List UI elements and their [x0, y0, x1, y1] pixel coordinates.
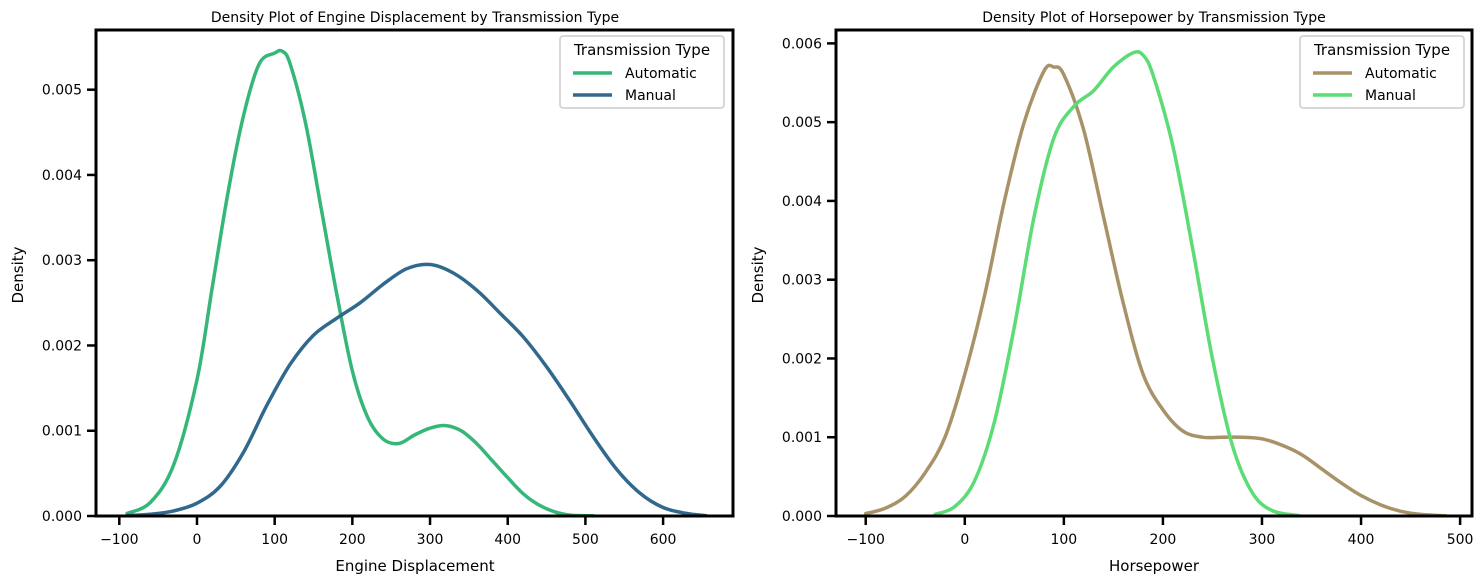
y-tick-label: 0.000 — [782, 509, 822, 525]
ticks-layer: −100 0 100 200 300 400 500 600 0.000 0.001 0.002 0.… — [42, 83, 677, 548]
x-tick-label: 400 — [1348, 532, 1375, 548]
legend: Transmission Type Automatic Manual — [1299, 35, 1465, 109]
y-tick-label: 0.001 — [42, 424, 82, 440]
chart-engine-displacement: Density Plot of Engine Displacement by T… — [9, 10, 735, 575]
legend-title: Transmission Type — [1313, 41, 1450, 59]
plot-frame — [834, 28, 1474, 518]
y-tick-label: 0.002 — [42, 338, 82, 354]
x-tick-label: −100 — [846, 532, 884, 548]
y-tick-label: 0.006 — [782, 36, 822, 52]
x-tick-label: 100 — [1050, 532, 1077, 548]
chart-horsepower: Density Plot of Horsepower by Transmissi… — [749, 10, 1474, 575]
ticks-layer: −100 0 100 200 300 400 500 0.000 0.001 0.002 0.003… — [782, 36, 1474, 548]
x-tick-label: 300 — [417, 532, 444, 548]
x-tick-label: 100 — [261, 532, 288, 548]
legend-label-automatic: Automatic — [1365, 66, 1437, 82]
chart-title: Density Plot of Horsepower by Transmissi… — [982, 10, 1326, 26]
x-tick-label: 400 — [494, 532, 521, 548]
x-tick-label: 500 — [1447, 532, 1474, 548]
y-tick-label: 0.004 — [42, 168, 82, 184]
legend: Transmission Type Automatic Manual — [559, 35, 725, 109]
legend-label-manual: Manual — [625, 88, 676, 104]
y-tick-label: 0.003 — [42, 253, 82, 269]
x-axis-label: Engine Displacement — [335, 557, 494, 575]
x-tick-label: 0 — [960, 532, 969, 548]
legend-label-manual: Manual — [1365, 88, 1416, 104]
chart-title: Density Plot of Engine Displacement by T… — [211, 10, 619, 26]
y-tick-label: 0.005 — [782, 115, 822, 131]
series-line-manual — [933, 50, 1301, 518]
y-tick-label: 0.001 — [782, 430, 822, 446]
series-line-automatic — [863, 63, 1448, 518]
x-tick-label: 200 — [339, 532, 366, 548]
plot-frame — [94, 28, 735, 518]
series-layer — [125, 48, 708, 518]
y-tick-label: 0.005 — [42, 83, 82, 99]
x-tick-label: 200 — [1150, 532, 1177, 548]
y-tick-label: 0.002 — [782, 351, 822, 367]
series-line-automatic — [125, 48, 595, 518]
y-tick-label: 0.004 — [782, 194, 822, 210]
y-tick-label: 0.000 — [42, 509, 82, 525]
x-tick-label: 600 — [650, 532, 677, 548]
x-tick-label: −100 — [100, 532, 138, 548]
x-tick-label: 500 — [572, 532, 599, 548]
y-axis-label: Density — [9, 246, 27, 303]
x-tick-label: 0 — [193, 532, 202, 548]
legend-box — [559, 35, 725, 109]
x-tick-label: 300 — [1249, 532, 1276, 548]
y-tick-label: 0.003 — [782, 273, 822, 289]
y-axis-label: Density — [749, 246, 767, 303]
series-layer — [863, 50, 1448, 518]
legend-box — [1299, 35, 1465, 109]
legend-title: Transmission Type — [573, 41, 710, 59]
series-line-manual — [125, 262, 708, 518]
x-axis-label: Horsepower — [1109, 557, 1200, 575]
legend-label-automatic: Automatic — [625, 66, 697, 82]
